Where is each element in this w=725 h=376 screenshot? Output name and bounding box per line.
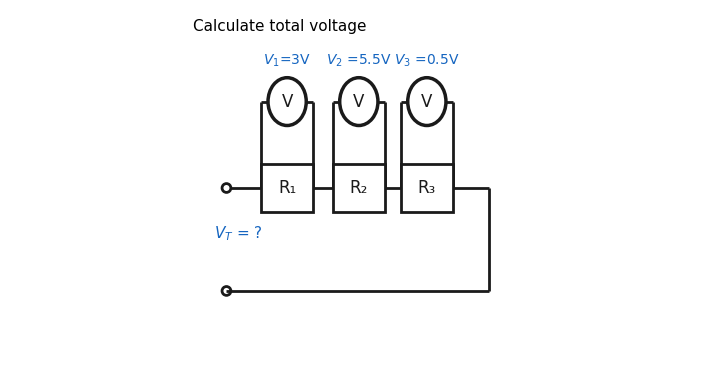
Text: $V_3$ =0.5V: $V_3$ =0.5V xyxy=(394,52,460,68)
Ellipse shape xyxy=(407,78,446,126)
FancyBboxPatch shape xyxy=(401,164,452,212)
Text: V: V xyxy=(353,92,365,111)
Text: $V_T$ = ?: $V_T$ = ? xyxy=(214,224,262,243)
Text: V: V xyxy=(421,92,433,111)
Text: R₃: R₃ xyxy=(418,179,436,197)
Text: $V_1$=3V: $V_1$=3V xyxy=(263,52,311,68)
Text: R₂: R₂ xyxy=(349,179,368,197)
Text: Calculate total voltage: Calculate total voltage xyxy=(194,19,367,34)
Text: $V_2$ =5.5V: $V_2$ =5.5V xyxy=(326,52,392,68)
Ellipse shape xyxy=(340,78,378,126)
Text: V: V xyxy=(281,92,293,111)
FancyBboxPatch shape xyxy=(333,164,384,212)
Text: R₁: R₁ xyxy=(278,179,297,197)
FancyBboxPatch shape xyxy=(262,164,313,212)
Ellipse shape xyxy=(268,78,306,126)
